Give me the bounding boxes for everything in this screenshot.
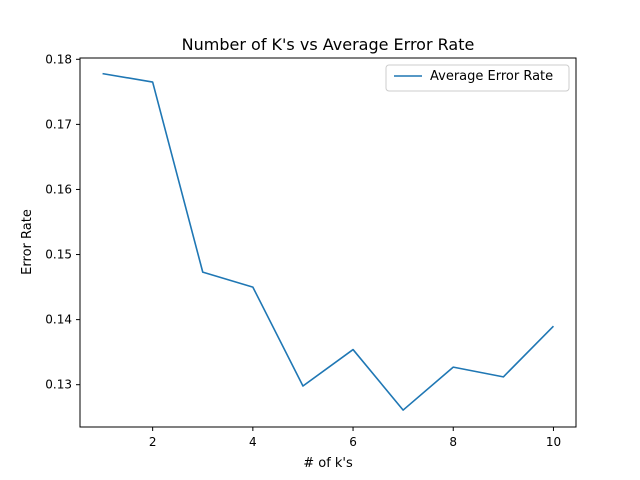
y-tick-label: 0.13 <box>45 378 72 392</box>
y-tick-label: 0.16 <box>45 182 72 196</box>
plot-area-frame <box>79 57 577 428</box>
x-tick-label: 2 <box>149 435 157 449</box>
y-tick-label: 0.17 <box>45 117 72 131</box>
legend-box <box>385 64 570 92</box>
y-tick-label: 0.15 <box>45 248 72 262</box>
x-tick-label: 4 <box>249 435 257 449</box>
x-axis-ticks: 2 4 6 8 10 <box>149 427 561 449</box>
series-line <box>102 72 555 411</box>
legend: Average Error Rate <box>385 64 570 92</box>
y-tick-label: 0.14 <box>45 313 72 327</box>
y-axis-ticks: 0.13 0.14 0.15 0.16 0.17 0.18 <box>45 52 80 392</box>
series-layer <box>102 72 555 411</box>
y-tick-label: 0.18 <box>45 52 72 66</box>
x-tick-label: 6 <box>349 435 357 449</box>
x-tick-label: 10 <box>546 435 561 449</box>
x-axis-label: # of k's <box>303 456 353 471</box>
legend-label: Average Error Rate <box>430 69 553 84</box>
chart-title: Number of K's vs Average Error Rate <box>182 35 475 54</box>
y-axis-label: Error Rate <box>20 209 35 275</box>
x-tick-label: 8 <box>449 435 457 449</box>
